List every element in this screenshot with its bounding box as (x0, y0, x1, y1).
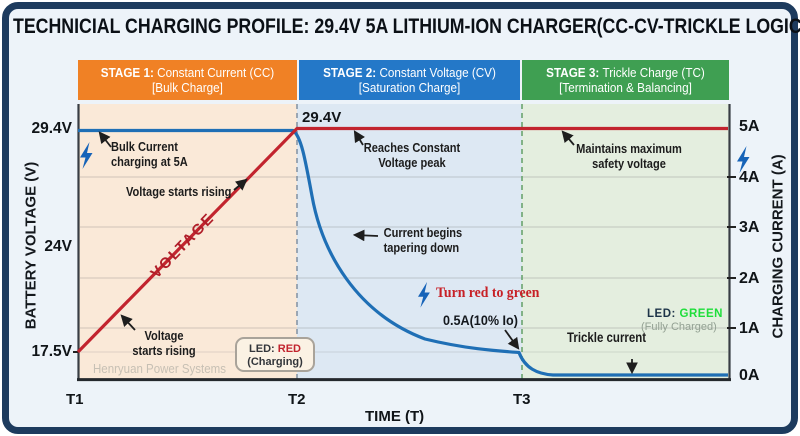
right-tick-5a: 5A (739, 118, 760, 135)
annotation-maintains-voltage: Maintains maximum safety voltage (576, 141, 682, 171)
stage1-type: Constant Current (CC) (157, 64, 275, 80)
stage3-type: Trickle Charge (TC) (602, 64, 705, 80)
right-axis-title: CHARGING CURRENT (A) (769, 154, 787, 339)
left-tick-29-4v: 29.4V (31, 120, 72, 137)
left-tick-17-5v: 17.5V (31, 343, 72, 360)
led-green-sub: (Fully Charged) (641, 321, 717, 333)
page-title: TECHNICIAL CHARGING PROFILE: 29.4V 5A LI… (13, 15, 800, 38)
annotation-trickle-current: Trickle current (567, 330, 647, 345)
right-tick-4a: 4A (739, 169, 760, 186)
stage3-header: STAGE 3: Trickle Charge (TC) [Terminatio… (522, 60, 729, 100)
annotation-voltage-rising-lower: Voltage starts rising (132, 328, 196, 358)
x-tick-t1: T1 (66, 391, 84, 408)
led-red-sub: (Charging) (247, 356, 303, 368)
x-axis-title: TIME (T) (365, 408, 425, 425)
right-tick-1a: 1A (739, 320, 760, 337)
stage2-header: STAGE 2: Constant Voltage (CV) [Saturati… (299, 60, 520, 100)
annotation-reaches-peak: Reaches Constant Voltage peak (363, 140, 461, 170)
x-tick-t3: T3 (513, 391, 531, 408)
annotation-bulk-current: Bulk Current charging at 5A (111, 139, 188, 169)
led-green-label: LED: GREEN (647, 308, 723, 320)
left-tick-24v: 24V (44, 238, 72, 255)
peak-voltage-label: 29.4V (302, 109, 342, 126)
led-red-value: RED (277, 343, 301, 355)
stage1-subtitle: [Bulk Charge] (152, 80, 223, 95)
stage1-name: STAGE 1: (100, 64, 154, 80)
stage2-name: STAGE 2: (323, 64, 377, 80)
stage1-header: STAGE 1: Constant Current (CC) [Bulk Cha… (78, 60, 297, 100)
annotation-turn-red-green: Turn red to green (436, 285, 540, 301)
watermark: Henryuan Power Systems (93, 362, 226, 376)
stage2-subtitle: [Saturation Charge] (358, 80, 461, 95)
stage3-name: STAGE 3: (546, 64, 600, 80)
stage2-type: Constant Voltage (CV) (379, 64, 496, 80)
left-axis-title: BATTERY VOLTAGE (V) (22, 161, 40, 330)
stage3-subtitle: [Termination & Balancing] (559, 80, 692, 95)
annotation-voltage-rising-upper: Voltage starts rising (126, 184, 232, 199)
right-tick-0a: 0A (739, 367, 760, 384)
annotation-cutoff-current: 0.5A(10% Io) (443, 312, 518, 328)
annotation-current-taper: Current begins tapering down (383, 225, 463, 255)
x-tick-t2: T2 (288, 391, 306, 408)
led-green-value: GREEN (679, 308, 723, 320)
led-red-badge: LED: RED (Charging) (235, 337, 315, 372)
right-tick-2a: 2A (739, 270, 760, 287)
right-tick-3a: 3A (739, 219, 760, 236)
